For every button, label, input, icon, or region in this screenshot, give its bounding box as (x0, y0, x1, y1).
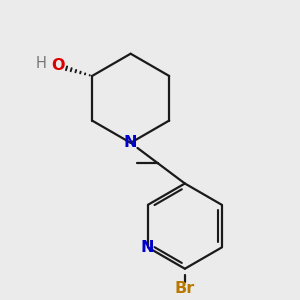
Text: Br: Br (175, 281, 195, 296)
Text: N: N (124, 135, 137, 150)
Text: H: H (36, 56, 47, 71)
Text: N: N (140, 240, 154, 255)
Text: O: O (51, 58, 64, 73)
